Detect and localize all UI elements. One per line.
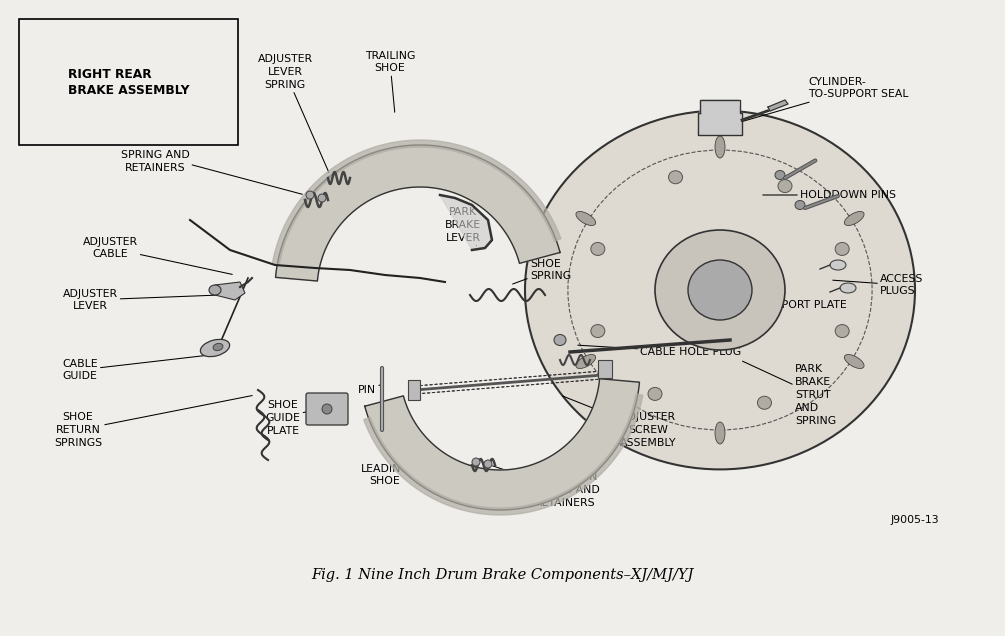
Ellipse shape <box>715 422 725 444</box>
Ellipse shape <box>715 136 725 158</box>
Ellipse shape <box>655 230 785 350</box>
Text: SHOE
RETURN
SPRINGS: SHOE RETURN SPRINGS <box>54 396 252 448</box>
Polygon shape <box>598 360 612 378</box>
Ellipse shape <box>840 283 856 293</box>
Text: TRAILING
SHOE: TRAILING SHOE <box>365 51 415 112</box>
Ellipse shape <box>576 212 596 226</box>
Text: SUPPORT PLATE: SUPPORT PLATE <box>713 295 847 310</box>
Polygon shape <box>440 195 492 250</box>
Ellipse shape <box>213 343 223 350</box>
Polygon shape <box>365 378 639 510</box>
Circle shape <box>472 458 480 466</box>
Text: CABLE
GUIDE: CABLE GUIDE <box>62 356 207 382</box>
Ellipse shape <box>576 354 596 368</box>
Circle shape <box>322 404 332 414</box>
Ellipse shape <box>591 242 605 256</box>
FancyBboxPatch shape <box>306 393 348 425</box>
Ellipse shape <box>209 285 221 295</box>
Ellipse shape <box>758 396 772 409</box>
Text: LEADING
SHOE: LEADING SHOE <box>361 446 432 487</box>
Ellipse shape <box>554 335 566 345</box>
Text: ADJUSTER
CABLE: ADJUSTER CABLE <box>82 237 232 274</box>
Polygon shape <box>272 140 561 265</box>
Ellipse shape <box>835 242 849 256</box>
Circle shape <box>484 460 492 468</box>
Text: HOLDDOWN
SPRING AND
RETAINERS: HOLDDOWN SPRING AND RETAINERS <box>492 466 599 508</box>
Text: J9005-13: J9005-13 <box>890 515 939 525</box>
Text: Fig. 1 Nine Inch Drum Brake Components–XJ/MJ/YJ: Fig. 1 Nine Inch Drum Brake Components–X… <box>312 568 693 582</box>
Circle shape <box>306 191 314 199</box>
Text: PARK
BRAKE
LEVER: PARK BRAKE LEVER <box>445 207 481 245</box>
Text: HOLDDOWN
SPRING AND
RETAINERS: HOLDDOWN SPRING AND RETAINERS <box>121 137 303 194</box>
Text: SHOE
SPRING: SHOE SPRING <box>513 259 571 284</box>
Text: HOLDDOWN PINS: HOLDDOWN PINS <box>763 190 896 200</box>
Text: ACCESS
PLUGS: ACCESS PLUGS <box>833 273 924 296</box>
Polygon shape <box>215 282 245 300</box>
Text: PARK
BRAKE
STRUT
AND
SPRING: PARK BRAKE STRUT AND SPRING <box>743 361 836 425</box>
Text: CYLINDER-
TO-SUPPORT SEAL: CYLINDER- TO-SUPPORT SEAL <box>733 76 909 124</box>
Text: PIN: PIN <box>358 385 380 395</box>
Ellipse shape <box>591 324 605 338</box>
Polygon shape <box>275 145 560 281</box>
Text: ADJUSTER
LEVER
SPRING: ADJUSTER LEVER SPRING <box>257 54 329 172</box>
Text: RIGHT REAR
BRAKE ASSEMBLY: RIGHT REAR BRAKE ASSEMBLY <box>68 67 190 97</box>
Ellipse shape <box>835 324 849 338</box>
Ellipse shape <box>778 179 792 193</box>
Ellipse shape <box>525 111 915 469</box>
Ellipse shape <box>795 200 805 209</box>
Ellipse shape <box>688 260 752 320</box>
Ellipse shape <box>844 212 864 226</box>
Ellipse shape <box>775 170 785 179</box>
Ellipse shape <box>844 354 864 368</box>
Text: SHOE
GUIDE
PLATE: SHOE GUIDE PLATE <box>265 400 311 436</box>
Polygon shape <box>698 100 742 135</box>
Ellipse shape <box>648 387 662 401</box>
Polygon shape <box>768 100 788 111</box>
Text: ADJUSTER
SCREW
ASSEMBLY: ADJUSTER SCREW ASSEMBLY <box>563 396 676 448</box>
Text: CABLE HOLE PLUG: CABLE HOLE PLUG <box>578 345 741 357</box>
Ellipse shape <box>830 260 846 270</box>
Ellipse shape <box>668 170 682 184</box>
Text: ADJUSTER
LEVER: ADJUSTER LEVER <box>62 289 217 312</box>
Circle shape <box>318 194 326 202</box>
Polygon shape <box>408 380 420 400</box>
Ellipse shape <box>200 340 229 357</box>
Polygon shape <box>364 394 643 515</box>
